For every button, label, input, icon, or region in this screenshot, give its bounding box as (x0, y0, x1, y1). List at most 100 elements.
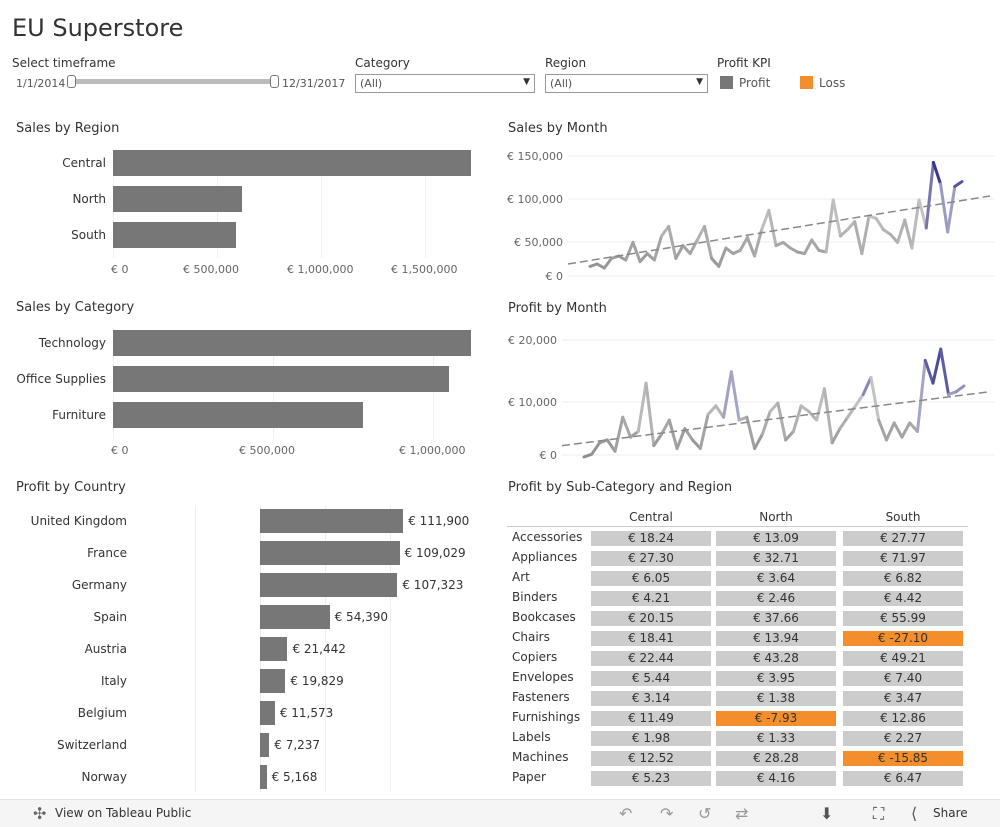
line-segment (745, 236, 757, 258)
bar-value-label: € 5,168 (271, 770, 318, 784)
line-segment (815, 387, 826, 422)
line-segment (954, 384, 966, 394)
table-row-label: Paper (512, 770, 546, 784)
table-cell: € 27.77 (843, 531, 963, 546)
start-date: 1/1/2014 (16, 77, 66, 90)
table-row-label: Furnishings (512, 710, 581, 724)
axis-tick-label: € 20,000 (508, 334, 557, 347)
region-select[interactable]: (All) ▼ (545, 74, 708, 93)
table-cell: € 4.21 (591, 591, 711, 606)
revert-icon[interactable]: ↺ (698, 804, 712, 823)
bar (260, 605, 330, 629)
profit-by-month-chart: € 20,000 € 10,000 € 0 (508, 334, 995, 462)
line-segment (869, 375, 881, 422)
bar (260, 637, 288, 661)
timeframe-slider[interactable] (70, 79, 277, 84)
table-header-divider (507, 526, 968, 527)
table-row-label: Machines (512, 750, 569, 764)
bar-value-label: € 11,573 (279, 706, 334, 720)
axis-tick-label: € 1,000,000 (287, 263, 354, 276)
table-row-label: Art (512, 570, 530, 584)
line-segment (613, 415, 625, 453)
redo-icon[interactable]: ↷ (660, 804, 674, 823)
axis-tick-label: € 100,000 (507, 193, 563, 206)
bar-category-label: Technology (38, 336, 106, 350)
line-segment (915, 358, 927, 433)
line-segment (923, 358, 935, 385)
bar-category-label: Austria (84, 642, 127, 656)
refresh-icon[interactable]: ⇄ (735, 804, 749, 823)
line-segment (781, 240, 792, 250)
axis-tick-label: € 0 (540, 449, 558, 462)
axis-tick-label: € 0 (546, 270, 564, 283)
bar (113, 186, 242, 212)
legend-loss-swatch[interactable] (800, 76, 813, 89)
line-segment (753, 228, 764, 258)
table-row-label: Labels (512, 730, 551, 744)
view-on-tableau-link[interactable]: View on Tableau Public (55, 806, 192, 820)
kpi-label: Profit KPI (717, 56, 771, 70)
line-segment (706, 404, 718, 416)
category-select[interactable]: (All) ▼ (355, 74, 535, 93)
line-segment (892, 421, 904, 439)
bar-value-label: € 107,323 (402, 578, 464, 592)
table-cell: € -7.93 (716, 711, 836, 726)
table-cell: € 4.16 (716, 771, 836, 786)
line-segment (776, 401, 788, 442)
line-segment (861, 375, 873, 396)
line-segment (717, 246, 728, 268)
fullscreen-icon[interactable]: ⛶ (873, 804, 885, 823)
line-segment (636, 381, 648, 433)
legend-profit-swatch[interactable] (720, 76, 733, 89)
tableau-icon: ✣ (33, 804, 47, 823)
line-segment (807, 410, 819, 422)
profit-by-month-title: Profit by Month (508, 301, 607, 316)
line-segment (939, 182, 950, 234)
table-cell: € 43.28 (716, 651, 836, 666)
line-segment (767, 208, 778, 248)
line-segment (675, 427, 687, 450)
table-cell: € 3.95 (716, 671, 836, 686)
table-row-label: Accessories (512, 530, 583, 544)
line-segment (888, 232, 900, 244)
bar (260, 541, 400, 565)
line-segment (846, 404, 857, 419)
line-segment (831, 198, 842, 238)
table-row-label: Bookcases (512, 610, 576, 624)
bar (113, 402, 363, 428)
share-icon[interactable]: ⟨ (911, 804, 918, 823)
table-cell: € 6.05 (591, 571, 711, 586)
line-segment (660, 418, 671, 436)
line-segment (644, 381, 656, 448)
slider-start-handle[interactable] (67, 75, 76, 88)
table-cell: € 1.38 (716, 691, 836, 706)
table-row-label: Appliances (512, 550, 578, 564)
slider-end-handle[interactable] (270, 75, 279, 88)
bar-value-label: € 111,900 (408, 514, 470, 528)
bar-category-label: North (72, 192, 106, 206)
category-label: Category (355, 56, 410, 70)
undo-icon[interactable]: ↶ (619, 804, 633, 823)
bar (260, 509, 404, 533)
bar (113, 222, 236, 248)
line-segment (799, 404, 811, 414)
line-segment (605, 438, 617, 453)
bar-category-label: United Kingdom (30, 514, 127, 528)
bar-category-label: Switzerland (57, 738, 127, 752)
line-segment (931, 160, 943, 186)
table-cell: € 3.64 (716, 571, 836, 586)
line-segment (738, 236, 749, 252)
table-cell: € 4.42 (843, 591, 963, 606)
table-cell: € 55.99 (843, 611, 963, 626)
line-segment (917, 198, 928, 230)
line-segment (702, 224, 714, 260)
axis-tick-label: € 150,000 (507, 150, 563, 163)
share-button[interactable]: Share (933, 806, 968, 820)
line-segment (822, 387, 834, 445)
table-cell: € 3.47 (843, 691, 963, 706)
table-cell: € 1.98 (591, 731, 711, 746)
line-segment (667, 418, 679, 450)
line-segment (853, 220, 864, 256)
download-icon[interactable]: ⬇ (820, 804, 834, 823)
line-segment (838, 228, 850, 238)
